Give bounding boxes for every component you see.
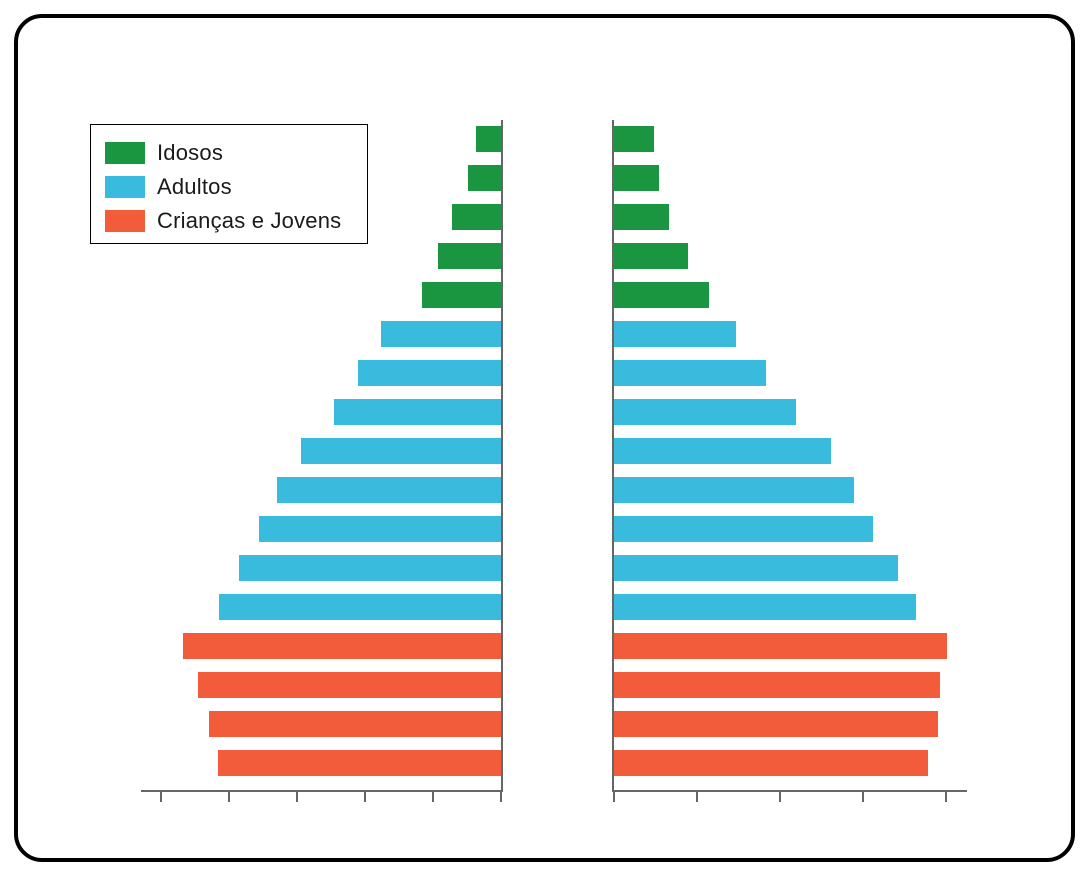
bar-right: [614, 165, 659, 191]
axis-right: [614, 790, 967, 792]
bar-left: [438, 243, 501, 269]
legend-item: Idosos: [105, 137, 353, 169]
axis-tick: [696, 790, 698, 802]
legend-label: Idosos: [157, 140, 223, 166]
axis-tick: [432, 790, 434, 802]
bar-right: [614, 555, 898, 581]
bar-left: [218, 750, 501, 776]
bar-left: [209, 711, 501, 737]
legend-label: Adultos: [157, 174, 232, 200]
bar-right: [614, 399, 796, 425]
bar-right: [614, 672, 940, 698]
bar-left: [422, 282, 501, 308]
bar-left: [476, 126, 501, 152]
bar-right: [614, 750, 928, 776]
bar-left: [334, 399, 501, 425]
bar-left: [198, 672, 501, 698]
bar-left: [381, 321, 501, 347]
axis-tick: [228, 790, 230, 802]
legend-swatch-criancas: [105, 210, 145, 232]
bar-left: [219, 594, 501, 620]
bar-right: [614, 360, 766, 386]
axis-tick: [364, 790, 366, 802]
bar-right: [614, 204, 669, 230]
axis-tick: [613, 790, 615, 802]
bar-left: [239, 555, 501, 581]
bar-right: [614, 126, 654, 152]
bar-right: [614, 633, 947, 659]
bar-right: [614, 321, 736, 347]
axis-tick: [296, 790, 298, 802]
bar-right: [614, 711, 938, 737]
bar-left: [183, 633, 501, 659]
legend: Idosos Adultos Crianças e Jovens: [90, 124, 368, 244]
axis-left: [141, 790, 501, 792]
bar-left: [301, 438, 501, 464]
legend-item: Adultos: [105, 171, 353, 203]
axis-tick: [862, 790, 864, 802]
bar-right: [614, 282, 709, 308]
axis-tick: [500, 790, 502, 802]
bar-right: [614, 594, 916, 620]
bar-right: [614, 438, 831, 464]
axis-tick: [160, 790, 162, 802]
bar-right: [614, 477, 854, 503]
bar-right: [614, 516, 873, 542]
bar-left: [358, 360, 501, 386]
bar-right: [614, 243, 688, 269]
bar-left: [452, 204, 501, 230]
axis-left-vertical: [501, 120, 503, 792]
bar-left: [468, 165, 501, 191]
legend-swatch-adultos: [105, 176, 145, 198]
axis-right-vertical: [612, 120, 614, 792]
bar-left: [277, 477, 501, 503]
bar-left: [259, 516, 501, 542]
legend-label: Crianças e Jovens: [157, 208, 341, 234]
axis-tick: [779, 790, 781, 802]
legend-swatch-idosos: [105, 142, 145, 164]
legend-item: Crianças e Jovens: [105, 205, 353, 237]
axis-tick: [945, 790, 947, 802]
